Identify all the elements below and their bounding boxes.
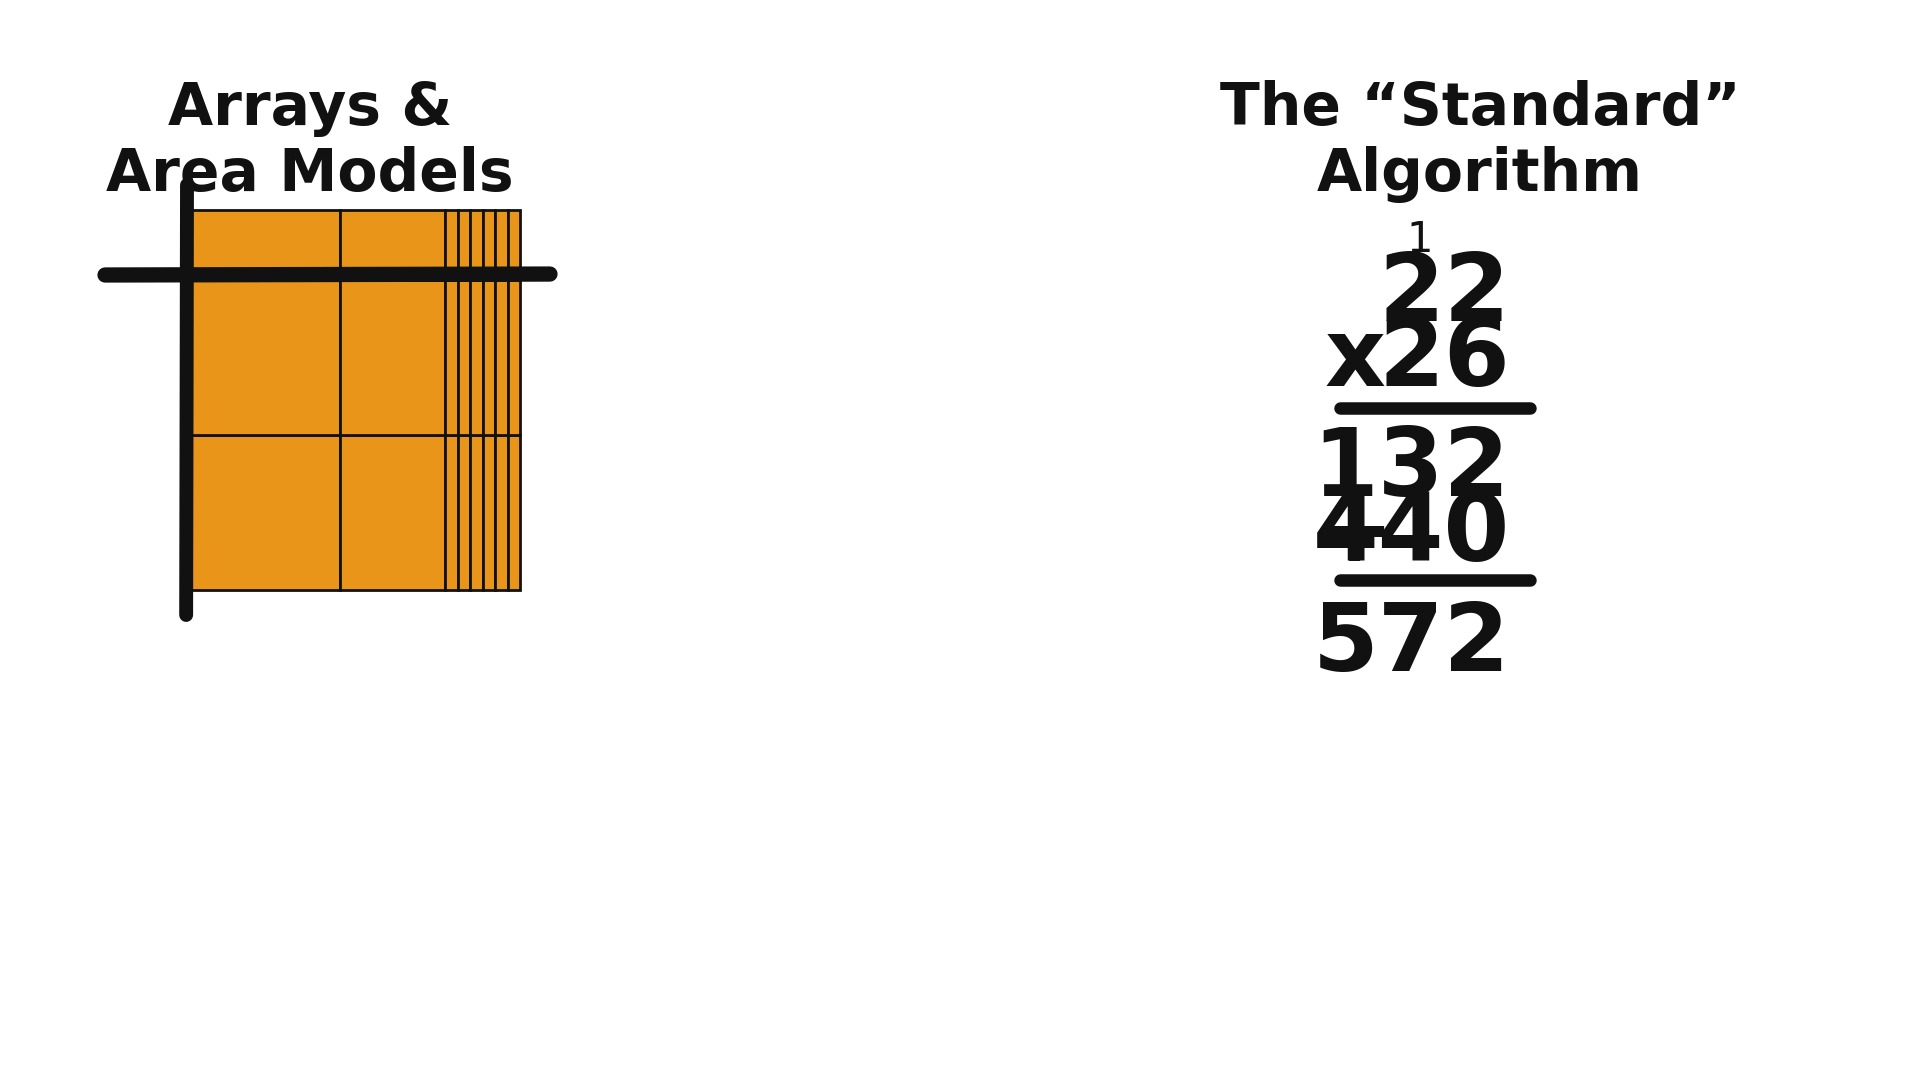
Bar [507, 280, 520, 435]
Bar [482, 280, 495, 435]
Bar [482, 210, 495, 280]
Bar [445, 210, 457, 280]
Text: 26: 26 [1379, 314, 1509, 406]
Bar [457, 435, 470, 590]
Bar [495, 280, 507, 435]
Text: +: + [1315, 489, 1394, 581]
Bar [340, 280, 445, 435]
Bar [445, 280, 457, 435]
Text: x: x [1325, 314, 1386, 406]
Text: 132: 132 [1313, 424, 1509, 516]
Bar [495, 210, 507, 280]
Bar [340, 435, 445, 590]
Text: 22: 22 [1379, 249, 1509, 341]
Text: Arrays &
Area Models: Arrays & Area Models [106, 80, 515, 203]
Bar [457, 210, 470, 280]
Bar [507, 210, 520, 280]
Bar [184, 435, 340, 590]
Bar [470, 210, 482, 280]
Bar [470, 280, 482, 435]
Bar [184, 210, 340, 280]
Bar [445, 435, 457, 590]
Bar [482, 435, 495, 590]
Bar [507, 435, 520, 590]
Bar [457, 280, 470, 435]
Text: 572: 572 [1313, 599, 1509, 691]
Bar [495, 435, 507, 590]
Bar [340, 210, 445, 280]
Bar [470, 435, 482, 590]
Bar [184, 280, 340, 435]
Text: The “Standard”
Algorithm: The “Standard” Algorithm [1219, 80, 1740, 203]
Text: 440: 440 [1313, 489, 1509, 581]
Text: 1: 1 [1407, 219, 1432, 261]
